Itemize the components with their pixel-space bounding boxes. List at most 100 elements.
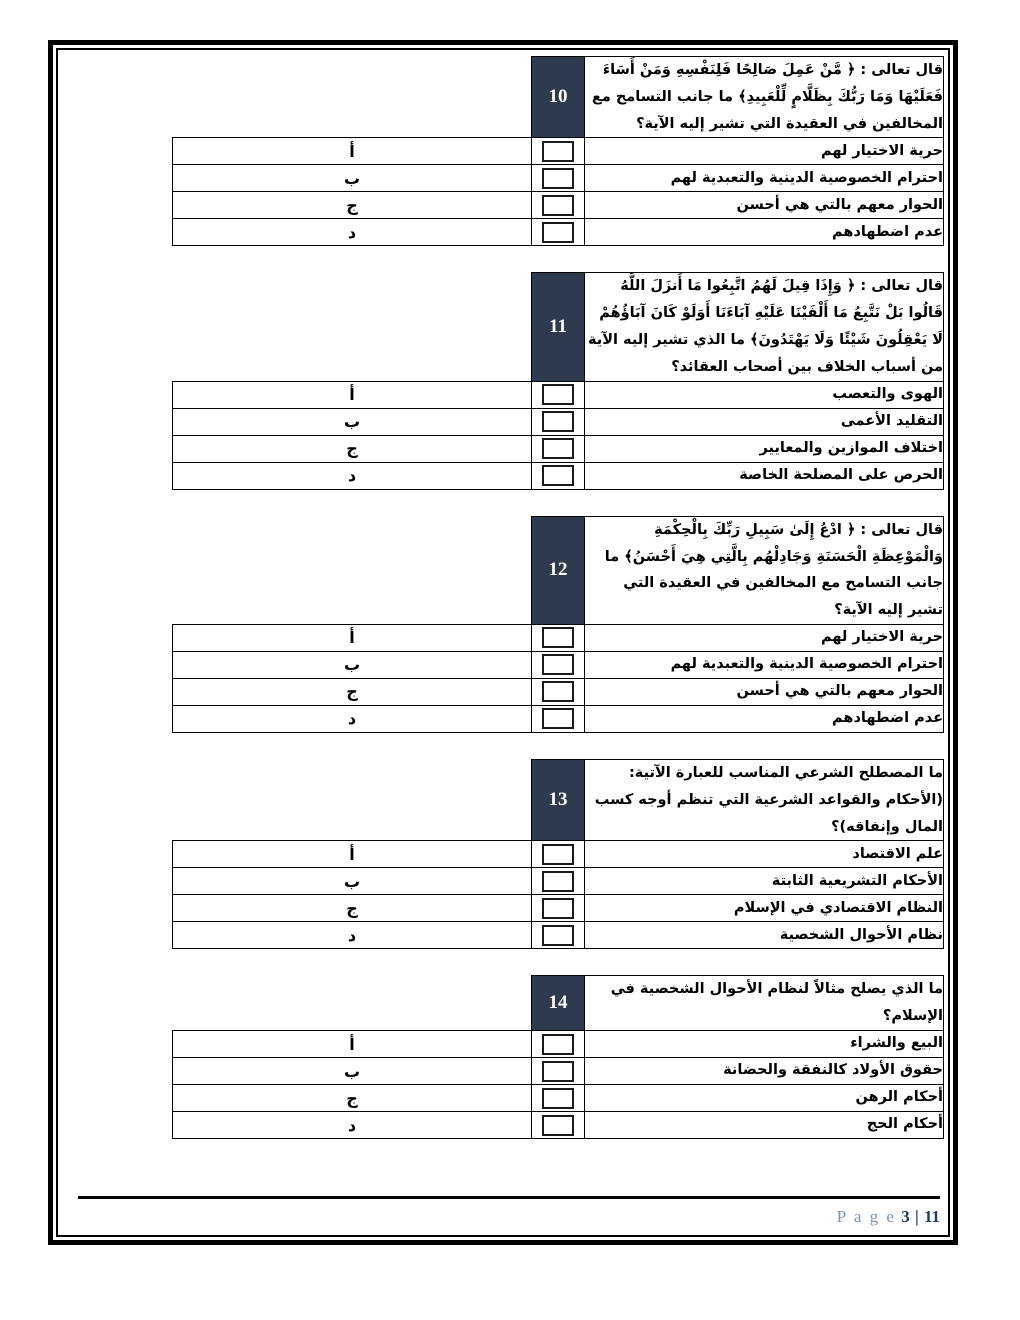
- option-text: التقليد الأعمى: [584, 407, 944, 436]
- option-letter: ب: [172, 650, 532, 679]
- option-row[interactable]: عدم اضطهادهم د: [172, 704, 944, 733]
- checkbox-icon[interactable]: [542, 897, 574, 919]
- option-checkbox-cell[interactable]: [531, 894, 585, 923]
- question-stem: ما المصطلح الشرعي المناسب للعبارة الآتية…: [584, 758, 944, 842]
- checkbox-icon[interactable]: [542, 681, 574, 703]
- checkbox-icon[interactable]: [542, 870, 574, 892]
- option-text: علم الاقتصاد: [584, 840, 944, 869]
- checkbox-icon[interactable]: [542, 1114, 574, 1136]
- checkbox-icon[interactable]: [542, 438, 574, 460]
- checkbox-icon[interactable]: [542, 627, 574, 649]
- checkbox-icon[interactable]: [542, 1087, 574, 1109]
- option-checkbox-cell[interactable]: [531, 921, 585, 950]
- option-row[interactable]: الحوار معهم بالتي هي أحسن ج: [172, 677, 944, 706]
- option-letter: ج: [172, 434, 532, 463]
- page-total-number: 11: [923, 1207, 940, 1226]
- option-letter: د: [172, 461, 532, 490]
- page-current-number: 3: [901, 1207, 910, 1226]
- option-checkbox-cell[interactable]: [531, 137, 585, 166]
- footer-divider: [78, 1196, 940, 1199]
- option-text: حقوق الأولاد كالنفقة والحضانة: [584, 1057, 944, 1085]
- option-text: أحكام الحج: [584, 1111, 944, 1139]
- option-letter: ب: [172, 164, 532, 193]
- option-checkbox-cell[interactable]: [531, 434, 585, 463]
- option-row[interactable]: احترام الخصوصية الدينية والتعبدية لهم ب: [172, 650, 944, 679]
- checkbox-icon[interactable]: [542, 221, 574, 243]
- exam-content: قال تعالى : ﴿ مَّنْ عَمِلَ صَالِحًا فَلِ…: [62, 55, 944, 1231]
- option-checkbox-cell[interactable]: [531, 461, 585, 490]
- option-checkbox-cell[interactable]: [531, 218, 585, 247]
- checkbox-icon[interactable]: [542, 708, 574, 730]
- option-checkbox-cell[interactable]: [531, 677, 585, 706]
- option-checkbox-cell[interactable]: [531, 867, 585, 896]
- checkbox-icon[interactable]: [542, 194, 574, 216]
- option-checkbox-cell[interactable]: [531, 650, 585, 679]
- option-row[interactable]: التقليد الأعمى ب: [172, 407, 944, 436]
- checkbox-icon[interactable]: [542, 140, 574, 162]
- option-row[interactable]: حقوق الأولاد كالنفقة والحضانة ب: [172, 1057, 944, 1085]
- option-checkbox-cell[interactable]: [531, 1111, 585, 1139]
- page-separator: |: [914, 1207, 919, 1226]
- option-row[interactable]: البيع والشراء أ: [172, 1030, 944, 1058]
- question-block: ما الذي يصلح مثالاً لنظام الأحوال الشخصي…: [172, 975, 944, 1139]
- option-checkbox-cell[interactable]: [531, 1057, 585, 1085]
- checkbox-icon[interactable]: [542, 384, 574, 406]
- option-row[interactable]: اختلاف الموازين والمعايير ج: [172, 434, 944, 463]
- option-checkbox-cell[interactable]: [531, 191, 585, 220]
- checkbox-icon[interactable]: [542, 465, 574, 487]
- option-letter: أ: [172, 380, 532, 409]
- option-letter: د: [172, 218, 532, 247]
- option-letter: د: [172, 704, 532, 733]
- option-row[interactable]: أحكام الرهن ج: [172, 1084, 944, 1112]
- question-header-row: قال تعالى : ﴿ وَإِذَا قِيلَ لَهُمُ اتَّب…: [173, 272, 944, 382]
- option-row[interactable]: عدم اضطهادهم د: [172, 218, 944, 247]
- page-number-footer: P a g e 3 | 11: [78, 1207, 940, 1227]
- checkbox-icon[interactable]: [542, 843, 574, 865]
- question-header-row: قال تعالى : ﴿ ادْعُ إِلَىٰ سَبِيلِ رَبِّ…: [173, 515, 944, 625]
- option-checkbox-cell[interactable]: [531, 164, 585, 193]
- checkbox-icon[interactable]: [542, 411, 574, 433]
- question-header-row: ما الذي يصلح مثالاً لنظام الأحوال الشخصي…: [173, 975, 944, 1031]
- option-letter: ج: [172, 191, 532, 220]
- question-number: 12: [531, 515, 585, 625]
- checkbox-icon[interactable]: [542, 1033, 574, 1055]
- option-checkbox-cell[interactable]: [531, 704, 585, 733]
- option-text: الحوار معهم بالتي هي أحسن: [584, 191, 944, 220]
- option-letter: ج: [172, 1084, 532, 1112]
- option-text: عدم اضطهادهم: [584, 218, 944, 247]
- option-row[interactable]: علم الاقتصاد أ: [172, 840, 944, 869]
- option-text: حرية الاختيار لهم: [584, 137, 944, 166]
- option-row[interactable]: حرية الاختيار لهم أ: [172, 137, 944, 166]
- option-row[interactable]: الأحكام التشريعية الثابتة ب: [172, 867, 944, 896]
- option-row[interactable]: الحوار معهم بالتي هي أحسن ج: [172, 191, 944, 220]
- checkbox-icon[interactable]: [542, 167, 574, 189]
- option-checkbox-cell[interactable]: [531, 1030, 585, 1058]
- option-checkbox-cell[interactable]: [531, 840, 585, 869]
- option-checkbox-cell[interactable]: [531, 1084, 585, 1112]
- option-row[interactable]: الحرص على المصلحة الخاصة د: [172, 461, 944, 490]
- option-letter: ج: [172, 894, 532, 923]
- page-border-outer: [48, 40, 958, 1245]
- option-row[interactable]: الهوى والتعصب أ: [172, 380, 944, 409]
- option-row[interactable]: احترام الخصوصية الدينية والتعبدية لهم ب: [172, 164, 944, 193]
- checkbox-icon[interactable]: [542, 654, 574, 676]
- option-checkbox-cell[interactable]: [531, 380, 585, 409]
- question-block: قال تعالى : ﴿ مَّنْ عَمِلَ صَالِحًا فَلِ…: [172, 55, 944, 247]
- option-row[interactable]: أحكام الحج د: [172, 1111, 944, 1139]
- option-text: حرية الاختيار لهم: [584, 623, 944, 652]
- option-text: اختلاف الموازين والمعايير: [584, 434, 944, 463]
- option-checkbox-cell[interactable]: [531, 623, 585, 652]
- checkbox-icon[interactable]: [542, 1060, 574, 1082]
- question-stem: قال تعالى : ﴿ ادْعُ إِلَىٰ سَبِيلِ رَبِّ…: [584, 515, 944, 625]
- option-row[interactable]: نظام الأحوال الشخصية د: [172, 921, 944, 950]
- question-number: 13: [531, 758, 585, 842]
- option-text: البيع والشراء: [584, 1030, 944, 1058]
- option-row[interactable]: النظام الاقتصادي في الإسلام ج: [172, 894, 944, 923]
- question-header-row: ما المصطلح الشرعي المناسب للعبارة الآتية…: [173, 758, 944, 842]
- checkbox-icon[interactable]: [542, 924, 574, 946]
- option-text: النظام الاقتصادي في الإسلام: [584, 894, 944, 923]
- page-border-inner: [56, 48, 950, 1237]
- option-checkbox-cell[interactable]: [531, 407, 585, 436]
- option-text: الهوى والتعصب: [584, 380, 944, 409]
- option-row[interactable]: حرية الاختيار لهم أ: [172, 623, 944, 652]
